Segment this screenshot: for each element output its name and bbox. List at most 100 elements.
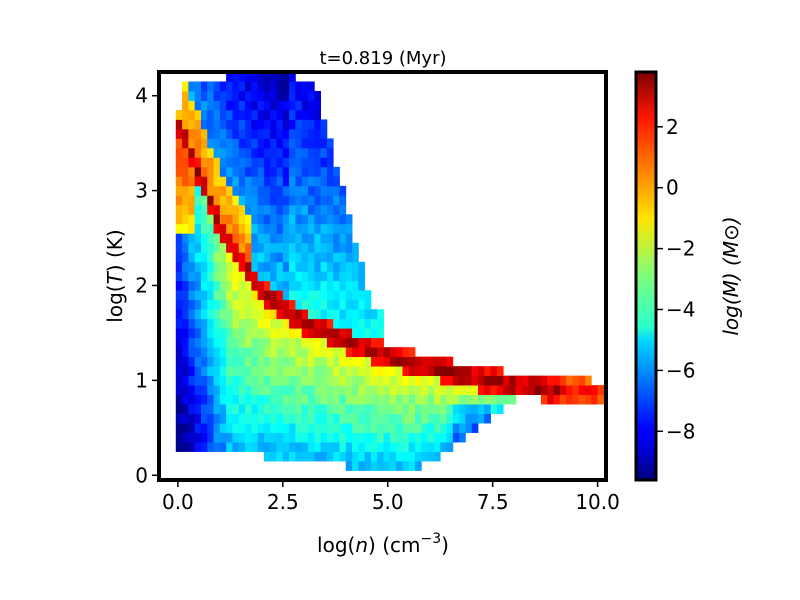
heatmap-cell [213, 404, 221, 414]
heatmap-cell [396, 404, 403, 414]
heatmap-cell [270, 404, 277, 414]
heatmap-cell [339, 413, 347, 424]
heatmap-cell [219, 442, 227, 452]
heatmap-cell [295, 366, 303, 377]
heatmap-cell [389, 413, 397, 424]
heatmap-cell [320, 214, 328, 225]
heatmap-cell [232, 81, 240, 92]
heatmap-cell [207, 442, 214, 452]
heatmap-cell [175, 404, 183, 414]
heatmap-cell [257, 233, 265, 244]
heatmap-cell [289, 271, 296, 282]
heatmap-cell [295, 442, 303, 452]
heatmap-cell [477, 394, 485, 405]
heatmap-cell [446, 423, 454, 433]
heatmap-cell [276, 242, 284, 253]
heatmap-cell [188, 318, 196, 329]
heatmap-cell [257, 119, 265, 130]
heatmap-cell [289, 366, 296, 377]
heatmap-cell [257, 252, 265, 263]
heatmap-cell [226, 385, 233, 396]
heatmap-cell [213, 100, 221, 111]
heatmap-cell [333, 290, 340, 301]
heatmap-cell [308, 385, 315, 396]
colorbar-tick-label: 0 [666, 176, 679, 200]
heatmap-cell [308, 337, 315, 348]
heatmap-cell [314, 223, 321, 234]
heatmap-cell [245, 138, 252, 149]
heatmap-cell [459, 432, 466, 443]
heatmap-cell [182, 385, 189, 396]
heatmap-cell [270, 337, 277, 348]
heatmap-cell [200, 290, 208, 301]
heatmap-cell [301, 385, 309, 396]
heatmap-cell [194, 204, 202, 215]
heatmap-cell [572, 375, 580, 386]
heatmap-cell [213, 299, 221, 310]
heatmap-cell [226, 242, 233, 253]
heatmap-cell [207, 147, 214, 158]
heatmap-cell [207, 423, 214, 433]
heatmap-cell [219, 366, 227, 377]
heatmap-cell [345, 404, 353, 414]
heatmap-cell [333, 404, 340, 414]
heatmap-cell [333, 176, 340, 187]
heatmap-cell [207, 328, 214, 339]
heatmap-cell [446, 432, 454, 443]
heatmap-cell [308, 233, 315, 244]
heatmap-cell [175, 385, 183, 396]
heatmap-cell [276, 261, 284, 272]
heatmap-cell [352, 299, 359, 310]
heatmap-cell [207, 138, 214, 149]
heatmap-cell [440, 423, 447, 433]
colorbar-tick-label: −4 [666, 297, 695, 321]
heatmap-cell [200, 233, 208, 244]
heatmap-cell [578, 385, 586, 396]
heatmap-cell [452, 366, 460, 377]
heatmap-cell [226, 318, 233, 329]
heatmap-cell [345, 461, 353, 471]
heatmap-cell [572, 385, 580, 396]
heatmap-cell [282, 119, 290, 130]
heatmap-cell [251, 195, 259, 206]
heatmap-cell [333, 233, 340, 244]
heatmap-cell [194, 242, 202, 253]
heatmap-cell [282, 423, 290, 433]
heatmap-cell [270, 233, 277, 244]
heatmap-cell [408, 461, 416, 471]
heatmap-cell [257, 432, 265, 443]
heatmap-cell [301, 394, 309, 405]
heatmap-cell [270, 195, 277, 206]
heatmap-cell [263, 185, 271, 196]
heatmap-cell [219, 432, 227, 443]
heatmap-cell [314, 347, 321, 358]
heatmap-cell [232, 261, 240, 272]
heatmap-cell [352, 356, 359, 367]
heatmap-cell [276, 223, 284, 234]
heatmap-cell [345, 328, 353, 339]
heatmap-cell [339, 299, 347, 310]
heatmap-cell [301, 147, 309, 158]
heatmap-cell [200, 375, 208, 386]
heatmap-cell [326, 356, 334, 367]
heatmap-cell [175, 356, 183, 367]
heatmap-cell [433, 385, 441, 396]
heatmap-cell [408, 385, 416, 396]
heatmap-cell [408, 404, 416, 414]
heatmap-cell [358, 413, 366, 424]
heatmap-cell [484, 404, 491, 414]
heatmap-cell [251, 432, 259, 443]
heatmap-cell [232, 109, 240, 120]
heatmap-cell [270, 413, 277, 424]
heatmap-cell [301, 176, 309, 187]
heatmap-cell [200, 261, 208, 272]
heatmap-cell [415, 356, 422, 367]
heatmap-cell [314, 261, 321, 272]
heatmap-cell [370, 413, 378, 424]
heatmap-cell [333, 214, 340, 225]
heatmap-cell [408, 442, 416, 452]
heatmap-cell [232, 385, 240, 396]
heatmap-cell [226, 280, 233, 291]
heatmap-cell [219, 176, 227, 187]
heatmap-cell [289, 404, 296, 414]
